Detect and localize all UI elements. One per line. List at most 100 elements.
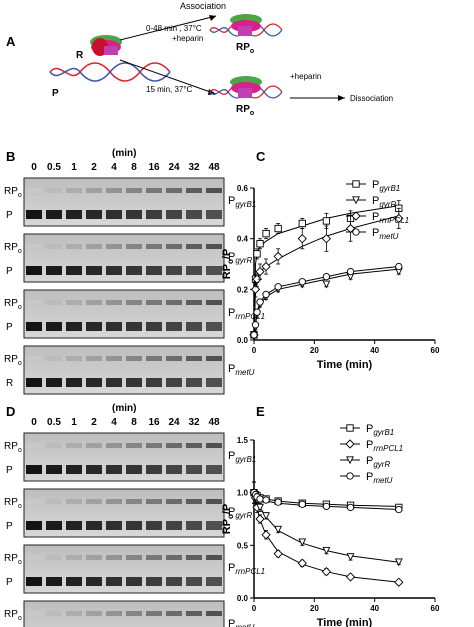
gel-band-free xyxy=(26,378,42,387)
preincubation-arrow xyxy=(119,59,217,95)
gel-band-complex xyxy=(166,499,182,504)
gel-band-free xyxy=(206,465,222,474)
lane-time-label: 4 xyxy=(111,417,117,428)
label-p: P xyxy=(52,88,59,99)
gel-band-complex xyxy=(106,499,122,504)
dissociation-heparin: +heparin xyxy=(290,72,321,81)
gel-band-complex xyxy=(46,244,62,249)
gel-band-complex xyxy=(66,555,82,560)
gel-band-free xyxy=(166,465,182,474)
gel-band-free xyxy=(86,322,102,331)
gel-band-complex xyxy=(126,244,142,249)
gel-band-complex xyxy=(86,555,102,560)
time-unit-label: (min) xyxy=(112,148,136,159)
gel-band-complex xyxy=(86,611,102,616)
marker-diamond xyxy=(351,211,361,221)
gel-band-free xyxy=(166,378,182,387)
marker-square xyxy=(346,424,354,432)
lane-time-label: 0.5 xyxy=(47,162,61,173)
marker-triangle xyxy=(352,196,360,205)
time-unit-label: (min) xyxy=(112,403,136,414)
gel-band-free xyxy=(126,322,142,331)
gel-band-free xyxy=(186,577,202,586)
gel-band-free xyxy=(126,577,142,586)
lane-time-label: 48 xyxy=(208,162,220,173)
y-axis-label: RPo/P xyxy=(221,504,235,535)
y-tick-label: 1.0 xyxy=(237,489,249,498)
gel-band-complex xyxy=(86,300,102,305)
lane-time-label: 8 xyxy=(131,162,137,173)
gel-band-free xyxy=(166,210,182,219)
band-label-complex: RPo xyxy=(4,298,22,311)
gel-band-complex xyxy=(66,443,82,448)
gel-band-complex xyxy=(66,188,82,193)
gel-band-complex xyxy=(146,443,162,448)
gel-band-complex xyxy=(206,499,222,504)
band-label-free: R xyxy=(6,378,13,389)
x-tick-label: 60 xyxy=(431,604,440,613)
gel-band-complex xyxy=(206,443,222,448)
band-label-free: P xyxy=(6,322,13,333)
label-r: R xyxy=(76,50,84,61)
gel-band-complex xyxy=(186,611,202,616)
gel-band-complex xyxy=(106,244,122,249)
gel-band-free xyxy=(86,521,102,530)
legend-entry: PgyrR xyxy=(366,455,390,469)
gel-band-complex xyxy=(26,188,42,193)
rna-polymerase-icon xyxy=(90,35,122,56)
gel-band-complex xyxy=(186,188,202,193)
gel-band-complex xyxy=(146,499,162,504)
gel-band-complex xyxy=(206,611,222,616)
lane-time-label: 4 xyxy=(111,162,117,173)
gel-band-free xyxy=(106,378,122,387)
gel-band-free xyxy=(146,521,162,530)
gel-band-free xyxy=(86,210,102,219)
legend-entry: PmetU xyxy=(366,471,393,485)
gel-band-complex xyxy=(86,499,102,504)
association-heparin: +heparin xyxy=(172,34,203,43)
gel-band-complex xyxy=(106,356,122,361)
marker-square xyxy=(298,219,306,228)
marker-diamond xyxy=(345,223,356,234)
gel-band-free xyxy=(66,465,82,474)
marker-circle xyxy=(274,498,282,506)
gel-band-free xyxy=(66,378,82,387)
y-axis-label: RPo/P xyxy=(221,249,235,280)
gel-band-complex xyxy=(206,356,222,361)
marker-diamond xyxy=(321,234,332,244)
gel-band-complex xyxy=(146,244,162,249)
marker-diamond xyxy=(273,251,283,262)
lane-time-label: 0 xyxy=(31,417,37,428)
gel-band-complex xyxy=(186,499,202,504)
marker-circle xyxy=(352,228,360,236)
rpo-complex-top xyxy=(209,14,283,37)
lane-time-label: 48 xyxy=(208,417,220,428)
lane-time-label: 24 xyxy=(168,162,180,173)
y-tick-label: 0.5 xyxy=(237,541,249,550)
band-label-free: P xyxy=(6,465,13,476)
band-label-complex: RPo xyxy=(4,441,22,454)
gel-band-complex xyxy=(166,356,182,361)
gel-band-complex xyxy=(46,611,62,616)
marker-diamond xyxy=(394,213,404,224)
promoter-label: PrrnPCL1 xyxy=(228,562,265,576)
marker-circle xyxy=(256,298,264,306)
gel-band-complex xyxy=(186,300,202,305)
marker-circle xyxy=(274,283,282,291)
y-tick-label: 1.5 xyxy=(237,436,249,445)
marker-diamond xyxy=(297,234,307,244)
marker-circle xyxy=(395,505,403,514)
lane-time-label: 2 xyxy=(91,417,97,428)
legend-entry: PgyrR xyxy=(372,195,396,209)
marker-diamond xyxy=(273,549,283,559)
lane-time-label: 1 xyxy=(71,417,77,428)
marker-triangle xyxy=(298,538,307,547)
marker-square xyxy=(352,180,360,188)
marker-triangle xyxy=(322,280,331,289)
gel-band-free xyxy=(66,322,82,331)
gel-band-free xyxy=(146,577,162,586)
promoter-label: PgyrB1 xyxy=(228,450,256,464)
lane-time-label: 32 xyxy=(188,162,200,173)
lane-time-label: 24 xyxy=(168,417,180,428)
